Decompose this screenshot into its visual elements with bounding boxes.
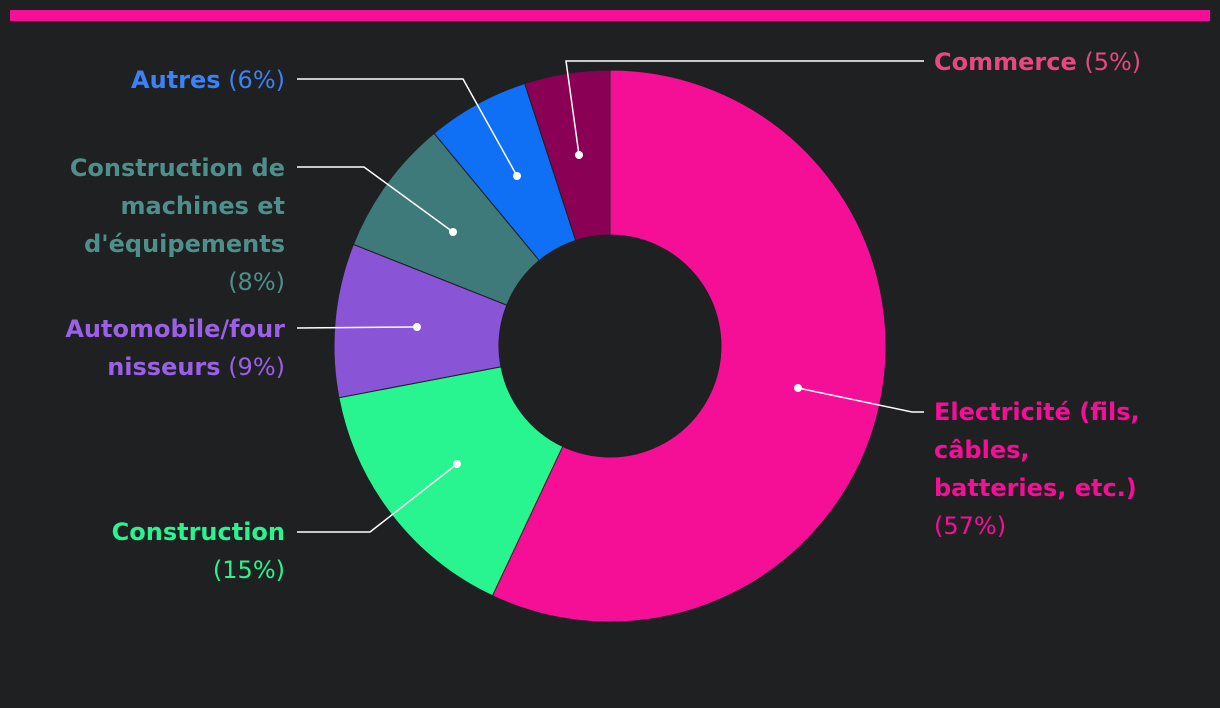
label-3-percent: (8%) <box>228 268 285 296</box>
accent-bar <box>10 10 1210 21</box>
label-5-percent: (5%) <box>1077 48 1141 76</box>
label-3-line-1: machines et <box>121 192 286 220</box>
slice-5 <box>524 69 611 242</box>
label-2-line-1: nisseurs <box>107 353 220 381</box>
slice-1 <box>338 366 564 597</box>
label-1: Construction (15%) <box>112 518 285 584</box>
leader-dot-0 <box>794 384 802 392</box>
label-4-percent: (6%) <box>221 66 285 94</box>
label-2-percent: (9%) <box>221 353 285 381</box>
label-4: Autres (6%) <box>131 66 285 94</box>
leader-dot-5 <box>575 151 583 159</box>
leader-dot-4 <box>513 172 521 180</box>
leader-dot-3 <box>449 228 457 236</box>
label-4-line-0: Autres <box>131 66 221 94</box>
leader-line-4 <box>297 78 518 177</box>
label-3: Construction de machines et d'équipements (… <box>70 154 285 296</box>
label-3-line-2: d'équipements <box>84 230 285 258</box>
label-2-line-0: Automobile/four <box>65 315 285 343</box>
leader-line-0 <box>797 387 924 413</box>
label-0-line-2: batteries, etc.) <box>934 474 1137 502</box>
label-0: Electricité (fils, câbles, batteries, etc.… <box>934 398 1140 540</box>
label-2: Automobile/four nisseurs (9%) <box>65 315 285 381</box>
label-5: Commerce (5%) <box>934 48 1141 76</box>
label-3-line-0: Construction de <box>70 154 285 182</box>
leader-dot-1 <box>453 460 461 468</box>
leader-line-3 <box>297 166 454 233</box>
label-1-percent: (15%) <box>213 556 285 584</box>
leader-line-5 <box>565 60 924 156</box>
label-0-percent: (57%) <box>934 512 1006 540</box>
label-0-line-0: Electricité (fils, <box>934 398 1140 426</box>
label-0-line-1: câbles, <box>934 436 1030 464</box>
slice-0 <box>491 69 887 623</box>
leader-line-1 <box>297 463 458 533</box>
leader-dot-2 <box>413 323 421 331</box>
leader-line-2 <box>296 326 418 329</box>
label-1-line-0: Construction <box>112 518 285 546</box>
label-5-line-0: Commerce <box>934 48 1077 76</box>
